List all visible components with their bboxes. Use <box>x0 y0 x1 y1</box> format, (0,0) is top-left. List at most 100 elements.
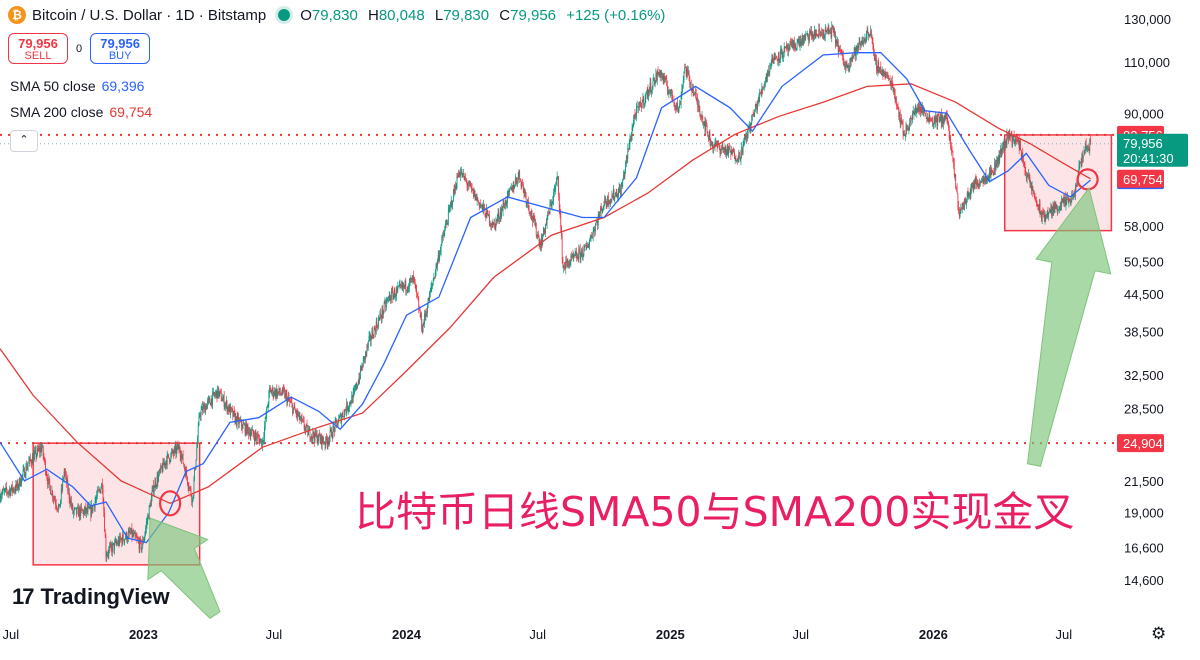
candle-body <box>674 103 676 106</box>
candle-body <box>12 488 14 491</box>
candle-body <box>306 424 308 426</box>
candle-body <box>487 211 489 217</box>
candle-body <box>666 79 668 86</box>
candle-body <box>468 182 470 186</box>
candle-body <box>106 554 108 556</box>
candle-body <box>947 121 949 123</box>
candle-body <box>643 103 645 105</box>
candle-body <box>809 33 810 42</box>
candle-body <box>837 40 839 53</box>
candle-body <box>803 35 805 40</box>
indicator-sma50[interactable]: SMA 50 close 69,396 <box>10 78 144 94</box>
candle-body <box>140 539 141 541</box>
candle-body <box>584 244 586 246</box>
candle-body <box>768 72 770 74</box>
candle-body <box>450 200 452 204</box>
sell-button[interactable]: 79,956 SELL <box>8 33 68 64</box>
candle-body <box>690 82 691 84</box>
candle-body <box>1041 211 1043 221</box>
tradingview-logo[interactable]: 17 TradingView <box>12 584 170 610</box>
candle-body <box>646 93 647 95</box>
candle-body <box>1028 174 1029 177</box>
candle-body <box>393 294 394 300</box>
candle-body <box>11 484 12 490</box>
candle-body <box>917 107 919 111</box>
candle-body <box>52 498 54 499</box>
candle-body <box>828 27 830 32</box>
candle-body <box>954 174 956 177</box>
candle-body <box>131 528 133 537</box>
candle-body <box>832 26 834 29</box>
candle-body <box>477 198 479 201</box>
candle-body <box>634 114 636 116</box>
candle-body <box>861 40 863 43</box>
candle-body <box>698 104 699 107</box>
candle-body <box>414 277 415 281</box>
candle-body <box>1048 212 1050 216</box>
candle-body <box>321 434 322 446</box>
candle-body <box>268 392 270 405</box>
candle-body <box>584 245 585 248</box>
candle-body <box>603 205 605 208</box>
candle-body <box>39 447 41 453</box>
collapse-legend-button[interactable]: ⌃ <box>10 130 38 152</box>
candle-body <box>1043 214 1045 222</box>
candle-body <box>450 203 451 208</box>
candle-body <box>362 358 364 368</box>
candle-body <box>793 40 794 48</box>
candle-body <box>965 199 967 204</box>
candle-body <box>616 192 618 198</box>
candle-body <box>985 173 987 182</box>
candle-body <box>618 187 620 192</box>
indicator-name: SMA 200 close <box>10 104 104 120</box>
candle-body <box>420 314 422 317</box>
candle-body <box>882 69 884 76</box>
candle-body <box>656 73 658 81</box>
candle-body <box>181 454 183 456</box>
candle-body <box>117 539 119 545</box>
candle-body <box>326 440 328 445</box>
candle-body <box>290 402 292 403</box>
buy-button[interactable]: 79,956 BUY <box>90 33 151 64</box>
low-label: L <box>434 6 444 24</box>
candle-body <box>525 195 527 204</box>
candle-body <box>1002 145 1004 152</box>
candle-body <box>503 203 505 207</box>
candle-body <box>52 490 54 499</box>
candle-body <box>726 145 728 151</box>
candle-body <box>261 441 263 447</box>
price-tick-label: 16,600 <box>1124 540 1164 555</box>
gear-icon[interactable]: ⚙ <box>1151 624 1167 643</box>
candle-body <box>40 447 42 452</box>
candle-body <box>659 71 660 76</box>
candle-body <box>321 436 323 446</box>
candle-body <box>446 223 448 225</box>
candle-body <box>406 289 407 291</box>
candle-body <box>276 389 278 397</box>
candle-body <box>11 484 13 491</box>
candle-body <box>802 35 804 44</box>
candle-body <box>133 533 135 537</box>
candle-body <box>667 90 669 95</box>
candle-body <box>567 260 569 264</box>
candle-body <box>173 452 175 454</box>
candle-body <box>951 150 953 152</box>
candle-body <box>883 71 885 76</box>
green-arrow-2 <box>1026 186 1112 467</box>
candle-body <box>604 196 606 206</box>
candle-body <box>676 103 678 108</box>
candle-body <box>594 228 596 232</box>
candle-body <box>956 188 958 194</box>
candle-body <box>195 459 197 469</box>
candle-body <box>97 490 99 492</box>
candle-body <box>424 313 425 324</box>
symbol-title[interactable]: Bitcoin / U.S. Dollar · 1D · Bitstamp <box>32 6 267 24</box>
candle-body <box>123 540 125 542</box>
candle-body <box>569 262 571 264</box>
candle-body <box>22 470 24 475</box>
candle-body <box>349 401 351 404</box>
candle-body <box>519 178 521 182</box>
candle-body <box>179 445 180 450</box>
indicator-sma200[interactable]: SMA 200 close 69,754 <box>10 104 152 120</box>
